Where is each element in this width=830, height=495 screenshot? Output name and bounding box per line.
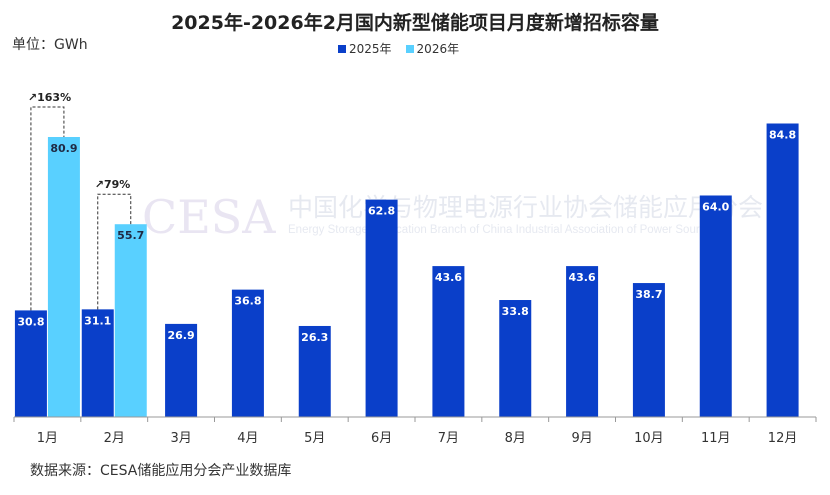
- bar-2025-8: [499, 300, 532, 417]
- growth-label-1: ↗163%: [28, 91, 71, 104]
- legend-label-2026: 2026年: [416, 42, 460, 56]
- bars: [14, 123, 799, 418]
- value-label-2025-2: 31.1: [84, 314, 111, 327]
- value-label-2025-5: 26.3: [301, 331, 328, 344]
- value-label-2025-9: 43.6: [569, 271, 596, 284]
- x-tick-label-8: 8月: [505, 431, 526, 446]
- bar-2025-5: [298, 325, 331, 417]
- watermark-line2: Energy Storage Application Branch of Chi…: [288, 224, 718, 236]
- x-tick-label-2: 2月: [104, 431, 125, 446]
- bar-2025-2: [81, 309, 114, 417]
- legend-swatch-2026: [405, 44, 414, 53]
- bar-2025-3: [165, 323, 198, 417]
- bar-2026-2: [114, 224, 147, 417]
- bar-2025-6: [365, 199, 398, 417]
- x-tick-label-4: 4月: [237, 431, 258, 446]
- x-tick-label-5: 5月: [304, 431, 325, 446]
- value-label-2025-3: 26.9: [168, 329, 195, 342]
- value-label-2025-10: 38.7: [635, 288, 662, 301]
- growth-label-2: ↗79%: [95, 178, 131, 191]
- bar-2025-11: [699, 195, 732, 417]
- growth-bracket-2: [97, 193, 132, 310]
- bar-2025-4: [231, 289, 264, 417]
- value-label-2025-4: 36.8: [234, 295, 261, 308]
- data-source: 数据来源：CESA储能应用分会产业数据库: [30, 463, 292, 479]
- legend-item-2026: 2026年: [405, 40, 460, 57]
- legend-label-2025: 2025年: [349, 42, 392, 56]
- legend-swatch-2025: [338, 44, 346, 53]
- x-tick-label-7: 7月: [438, 431, 459, 446]
- bar-2025-9: [566, 266, 599, 417]
- x-tick-label-11: 11月: [701, 431, 731, 446]
- x-tick-label-1: 1月: [37, 431, 58, 446]
- unit-label: 单位：GWh: [12, 37, 88, 53]
- value-label-2026-2: 55.7: [117, 229, 144, 242]
- bar-2025-1: [14, 310, 47, 417]
- x-tick-label-10: 10月: [634, 431, 664, 446]
- value-label-2026-1: 80.9: [50, 142, 77, 155]
- bar-2025-10: [632, 283, 665, 417]
- growth-bracket-1: [30, 106, 65, 311]
- value-labels: 30.8 80.9 31.1 55.7 26.9 36.8 26.3 62.8 43.6 33.8…: [17, 128, 796, 343]
- bar-2025-7: [432, 266, 465, 417]
- value-label-2025-12: 84.8: [769, 128, 796, 141]
- x-tick-label-3: 3月: [170, 431, 191, 446]
- x-axis: 1月 2月 3月 4月 5月 6月 7月 8月 9月 10月 11月 12月: [13, 416, 817, 446]
- value-label-2025-6: 62.8: [368, 205, 395, 218]
- value-label-2025-1: 30.8: [17, 315, 44, 328]
- legend: 2025年 2026年: [338, 40, 459, 57]
- watermark: CESA 中国化学与物理电源行业协会储能应用分会 Energy Storage …: [142, 190, 763, 244]
- value-label-2025-7: 43.6: [435, 271, 462, 284]
- chart-title: 2025年-2026年2月国内新型储能项目月度新增招标容量: [171, 12, 659, 34]
- x-tick-label-9: 9月: [571, 431, 592, 446]
- legend-item-2025: 2025年: [338, 40, 392, 57]
- value-label-2025-8: 33.8: [502, 305, 529, 318]
- watermark-line1: 中国化学与物理电源行业协会储能应用分会: [288, 193, 763, 222]
- bar-2026-1: [47, 136, 80, 417]
- x-tick-label-12: 12月: [768, 431, 798, 446]
- annotations: ↗163% ↗79%: [28, 91, 132, 311]
- x-tick-label-6: 6月: [371, 431, 392, 446]
- watermark-logo: CESA: [142, 190, 276, 244]
- bar-2025-12: [766, 123, 799, 418]
- value-label-2025-11: 64.0: [702, 200, 729, 213]
